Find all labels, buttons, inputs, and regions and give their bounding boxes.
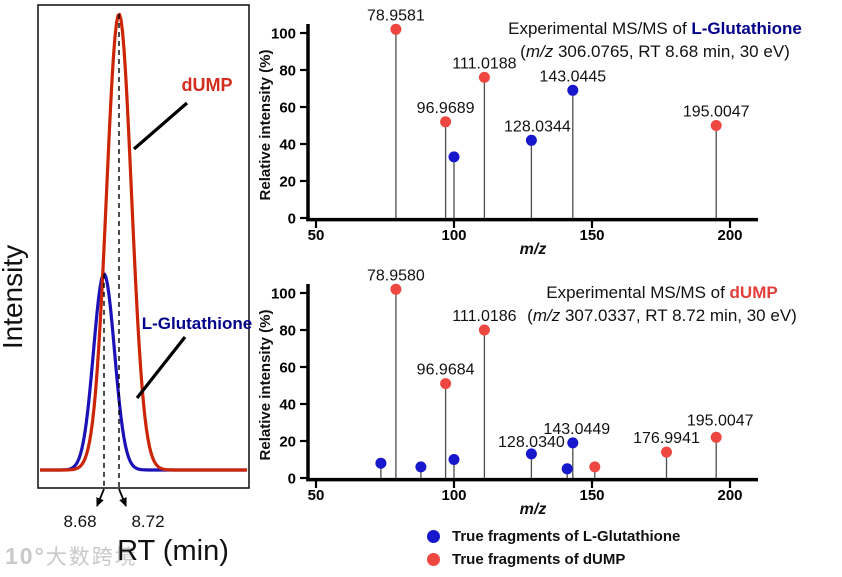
ms-y-tick-label: 100 xyxy=(271,286,296,303)
ms-x-tick-label: 200 xyxy=(717,487,742,504)
ms1-title-prefix: Experimental MS/MS of xyxy=(508,19,692,38)
ms-peak-label: 195.0047 xyxy=(683,104,750,121)
ms2-subtitle-rest: 307.0337, RT 8.72 min, 30 eV) xyxy=(560,306,797,325)
ms-y-tick-label: 40 xyxy=(279,137,296,154)
watermark: 10°大数跨境 xyxy=(5,541,138,571)
ms1-subtitle-rest: 306.0765, RT 8.68 min, 30 eV) xyxy=(553,42,790,61)
ms-y-tick-label: 80 xyxy=(279,323,296,340)
ms-peak-label: 96.9689 xyxy=(417,100,475,117)
ms2-x-axis-label: m/z xyxy=(519,501,547,518)
ms2-title: Experimental MS/MS of dUMP (m/z 307.0337… xyxy=(484,281,840,327)
ms-peak-dot xyxy=(390,283,402,295)
ms-peak-label: 128.0340 xyxy=(498,434,565,451)
ms-y-tick-label: 60 xyxy=(279,360,296,377)
legend-dot-blue-icon xyxy=(427,530,440,543)
ms-peak-label: 111.0186 xyxy=(452,308,516,325)
ms-y-tick-label: 60 xyxy=(279,100,296,117)
ms-y-tick-label: 0 xyxy=(288,211,296,228)
ms1-subtitle: (m/z 306.0765, RT 8.68 min, 30 eV) xyxy=(470,40,840,63)
ms-x-tick-label: 150 xyxy=(579,227,604,244)
ms-peak-dot xyxy=(448,151,460,163)
ms2-subtitle: (m/z 307.0337, RT 8.72 min, 30 eV) xyxy=(484,304,840,327)
rt-tick-8-72: 8.72 xyxy=(131,512,165,531)
legend: True fragments of L-Glutathione True fra… xyxy=(427,525,680,571)
ms-peak-dot xyxy=(710,120,722,131)
ms-peak-dot xyxy=(710,431,722,443)
chromatogram-annotation-l-glutathione: L-Glutathione xyxy=(141,314,253,333)
ms-y-tick-label: 20 xyxy=(279,434,296,451)
ms-peak-label: 195.0047 xyxy=(687,412,754,429)
ms1-subtitle-open: ( xyxy=(520,42,526,61)
legend-label: True fragments of L-Glutathione xyxy=(452,528,681,545)
ms1-x-axis-label: m/z xyxy=(519,241,547,258)
ms-y-tick-label: 80 xyxy=(279,63,296,80)
ms-peak-dot xyxy=(561,463,573,475)
ms-peak-label: 78.9580 xyxy=(367,267,425,284)
ms-peak-dot xyxy=(440,378,452,390)
ms-y-tick-label: 20 xyxy=(279,174,296,191)
ms2-title-compound: dUMP xyxy=(729,283,778,302)
annotation-line-dump xyxy=(132,101,189,151)
ms-peak-dot xyxy=(661,446,672,458)
ms-peak-label: 96.9684 xyxy=(417,362,475,379)
rt-tick-8-68: 8.68 xyxy=(63,512,97,531)
ms-peak-label: 143.0449 xyxy=(543,421,610,438)
ms1-title-compound: L-Glutathione xyxy=(691,19,802,38)
legend-item-dump: True fragments of dUMP xyxy=(427,548,680,571)
rt-arrow xyxy=(96,488,105,507)
ms-x-tick-label: 50 xyxy=(308,227,325,244)
ms-peak-dot xyxy=(448,454,460,465)
ms-peak-dot xyxy=(440,116,452,128)
ms-peak-dot xyxy=(567,84,579,96)
ms-x-tick-label: 200 xyxy=(717,227,742,244)
ms2-title-prefix: Experimental MS/MS of xyxy=(546,283,730,302)
chromatogram-x-axis-label: RT (min) xyxy=(117,535,229,567)
ms-y-tick-label: 40 xyxy=(279,397,296,414)
ms2-subtitle-mz: m/z xyxy=(532,306,561,325)
ms2-title-line1: Experimental MS/MS of dUMP xyxy=(484,281,840,304)
ms-peak-dot xyxy=(415,461,427,473)
ms-peak-dot xyxy=(478,71,490,83)
ms-peak-dot xyxy=(589,461,601,473)
ms-peak-dot xyxy=(567,437,579,449)
chromatogram-curve-l-glutathione xyxy=(39,12,248,472)
ms2-subtitle-open: ( xyxy=(527,306,533,325)
rt-arrow xyxy=(118,488,127,507)
legend-label: True fragments of dUMP xyxy=(452,551,626,568)
ms-x-tick-label: 50 xyxy=(308,487,325,504)
ms-peak-label: 78.9581 xyxy=(367,7,425,24)
legend-dot-red-icon xyxy=(427,553,440,566)
ms-y-tick-label: 0 xyxy=(288,471,296,488)
ms1-subtitle-mz: m/z xyxy=(525,42,554,61)
ms1-y-axis-label: Relative intensity (%) xyxy=(257,49,274,201)
ms-peak-label: 143.0445 xyxy=(539,68,606,85)
ms-peak-dot xyxy=(390,23,402,35)
legend-item-l-glutathione: True fragments of L-Glutathione xyxy=(427,525,680,548)
ms-x-tick-label: 150 xyxy=(579,487,604,504)
ms-peak-label: 111.0188 xyxy=(452,55,516,72)
ms-peak-dot xyxy=(525,448,537,460)
chromatogram-annotation-dump: dUMP xyxy=(181,75,233,95)
ms-y-tick-label: 100 xyxy=(271,26,296,43)
ms-peak-dot xyxy=(478,324,490,336)
watermark-logo: 10° xyxy=(5,543,46,569)
ms-peak-dot xyxy=(375,457,387,469)
ms-x-tick-label: 100 xyxy=(441,487,466,504)
watermark-text: 大数跨境 xyxy=(45,546,138,569)
ms2-y-axis-label: Relative intensity (%) xyxy=(257,309,274,461)
ms-peak-label: 128.0344 xyxy=(504,118,571,135)
ms1-title-line1: Experimental MS/MS of L-Glutathione xyxy=(470,17,840,40)
ms-peak-label: 176.9941 xyxy=(633,430,700,447)
ms-x-tick-label: 100 xyxy=(441,227,466,244)
annotation-line-l-glutathione xyxy=(135,336,187,399)
chromatogram-y-axis-label: Intensity xyxy=(0,244,28,350)
ms1-title: Experimental MS/MS of L-Glutathione (m/z… xyxy=(470,17,840,63)
ms-peak-dot xyxy=(525,134,537,146)
